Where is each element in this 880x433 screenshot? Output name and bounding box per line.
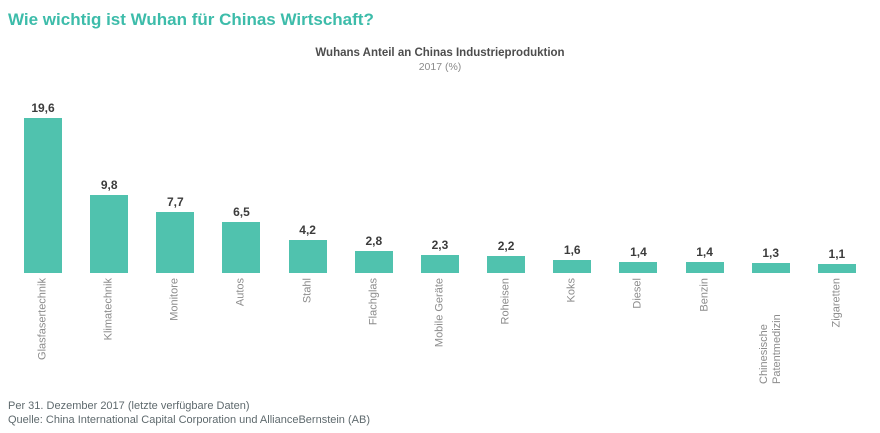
category-label: Benzin	[698, 278, 711, 312]
bar-group: 1,4 Benzin	[672, 100, 738, 390]
bar	[751, 263, 790, 273]
bar-area: 4,2	[288, 100, 327, 273]
chart-header: Wuhans Anteil an Chinas Industrieprodukt…	[0, 46, 880, 74]
bar-group: 1,1 Zigaretten	[804, 100, 870, 390]
bar-value-label: 2,8	[365, 234, 383, 248]
bar-value-label: 1,3	[762, 246, 780, 260]
bar-value-label: 4,2	[299, 223, 316, 237]
bar-area: 6,5	[222, 100, 261, 273]
footer-date-line: Per 31. Dezember 2017 (letzte verfügbare…	[8, 400, 250, 412]
bar-value-label: 19,6	[31, 101, 55, 115]
bar-value-label: 2,3	[431, 238, 449, 252]
bar-area: 2,8	[354, 100, 393, 273]
category-label: Mobile Geräte	[433, 278, 446, 348]
bar	[619, 262, 658, 273]
category-label: Flachglas	[367, 278, 380, 326]
footer-source-line: Quelle: China International Capital Corp…	[8, 414, 370, 426]
category-label: Klimatechnik	[102, 278, 115, 341]
bar-value-label: 7,7	[166, 195, 184, 209]
bar-value-label: 1,4	[696, 245, 713, 259]
bar	[90, 195, 129, 273]
chart-title: Wuhans Anteil an Chinas Industrieprodukt…	[315, 47, 565, 59]
bar-group: 7,7 Monitore	[142, 100, 208, 390]
bar-area: 1,4	[619, 100, 658, 273]
bar	[553, 260, 592, 273]
bar-area: 9,8	[90, 100, 129, 273]
bar-area: 1,4	[685, 100, 724, 273]
category-label: Autos	[234, 278, 247, 307]
bar-area: 19,6	[24, 100, 62, 273]
category-label: Zigaretten	[830, 278, 843, 328]
bar-value-label: 1,1	[828, 247, 846, 261]
bar-group: 9,8 Klimatechnik	[76, 100, 142, 390]
bar	[24, 118, 62, 273]
bar-value-label: 1,4	[630, 245, 647, 259]
bar	[222, 222, 261, 273]
bar	[817, 264, 856, 273]
bar	[420, 255, 459, 273]
bar	[354, 251, 393, 273]
bar-group: 1,3 Chinesische Patentmedizin	[738, 100, 804, 390]
bar-group: 19,6 Glasfasertechnik	[10, 100, 76, 390]
category-label: Chinesische Patentmedizin	[757, 314, 783, 384]
bar-group: 1,6 Koks	[539, 100, 605, 390]
bar-value-label: 6,5	[233, 205, 250, 219]
source-note: Per 31. Dezember 2017 (letzte verfügbare…	[8, 399, 370, 427]
bar-group: 2,8 Flachglas	[341, 100, 407, 390]
bar-group: 1,4 Diesel	[605, 100, 671, 390]
chart-subtitle: 2017 (%)	[418, 61, 462, 73]
bar	[156, 212, 195, 273]
bar	[685, 262, 724, 273]
bar-area: 1,1	[817, 100, 856, 273]
bar-value-label: 2,2	[497, 239, 515, 253]
bar-area: 2,3	[420, 100, 459, 273]
bar-value-label: 9,8	[100, 178, 118, 192]
bar-group: 4,2 Stahl	[275, 100, 341, 390]
category-label: Koks	[565, 278, 578, 303]
bar-chart: 19,6 Glasfasertechnik 9,8 Klimatechnik 7,7 Mo…	[0, 100, 880, 390]
category-label: Diesel	[631, 278, 644, 309]
bar-group: 2,2 Roheisen	[473, 100, 539, 390]
category-label: Monitore	[168, 278, 181, 321]
bar-group: 2,3 Mobile Geräte	[407, 100, 473, 390]
bar-area: 7,7	[156, 100, 195, 273]
bar-group: 6,5 Autos	[208, 100, 274, 390]
bar	[487, 256, 526, 273]
category-label: Glasfasertechnik	[36, 278, 49, 360]
category-label: Stahl	[301, 278, 314, 304]
bar-area: 1,6	[553, 100, 592, 273]
page-title: Wie wichtig ist Wuhan für Chinas Wirtsch…	[8, 10, 374, 29]
bar-area: 1,3	[751, 100, 790, 273]
bar-value-label: 1,6	[563, 243, 581, 257]
bar-area: 2,2	[487, 100, 526, 273]
category-label: Roheisen	[499, 278, 512, 325]
bar	[288, 240, 327, 273]
